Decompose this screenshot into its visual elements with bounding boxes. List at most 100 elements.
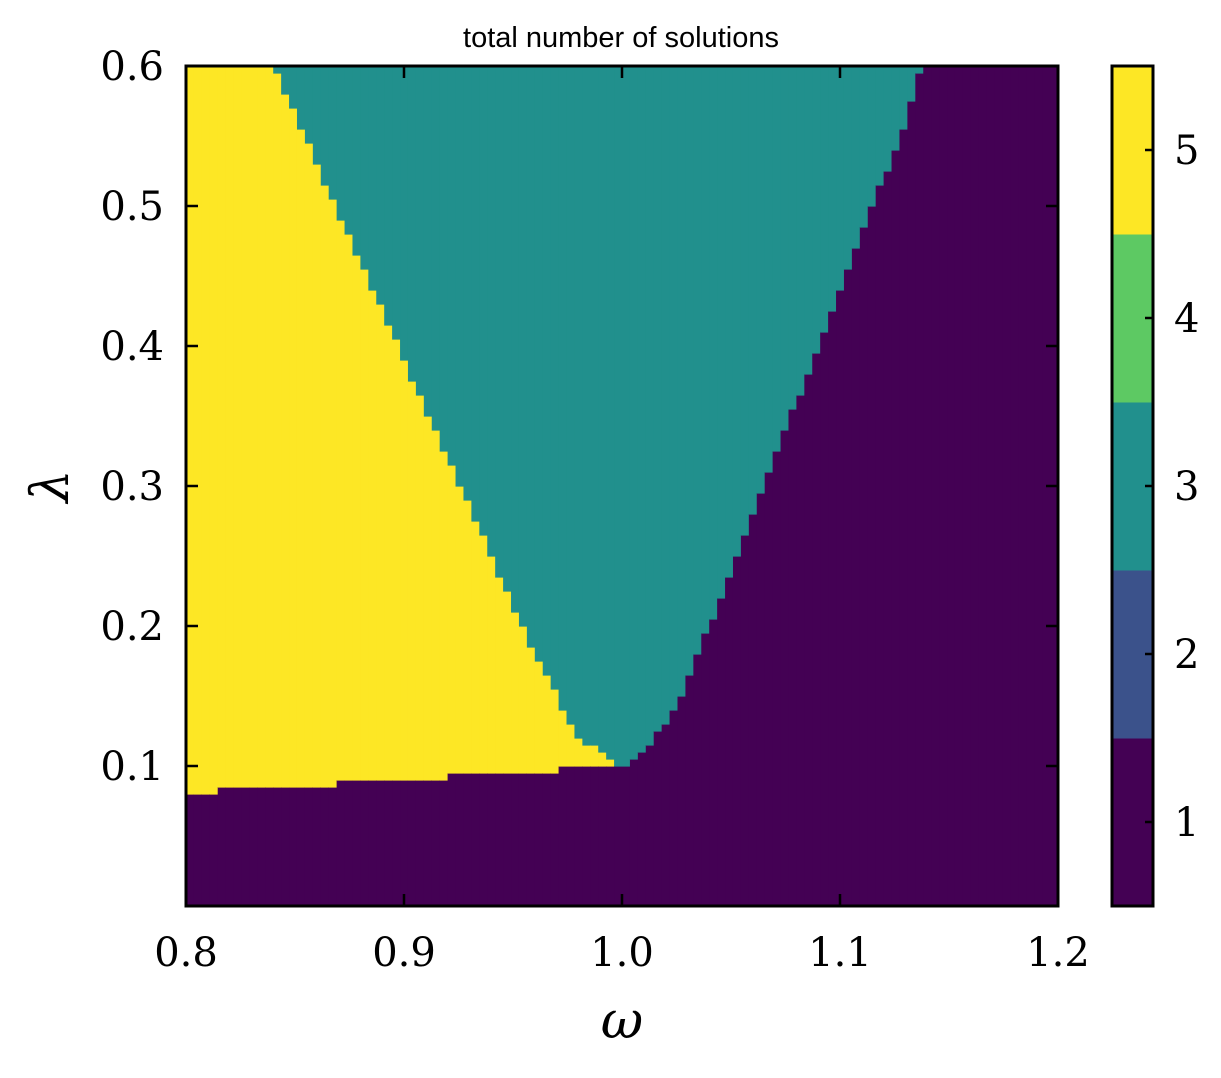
heatmap-cell xyxy=(296,129,306,788)
heatmap-cell xyxy=(471,66,480,522)
y-tick-label: 0.2 xyxy=(100,604,164,650)
heatmap-cell xyxy=(193,794,203,907)
heatmap-cell xyxy=(479,66,488,536)
y-axis-ticks: 0.1 0.2 0.3 0.4 0.5 0.6 xyxy=(100,44,1058,790)
heatmap-cell xyxy=(939,66,948,907)
heatmap-cell xyxy=(471,773,480,907)
x-axis-label: ω xyxy=(601,991,643,1051)
heatmap-cell xyxy=(732,556,742,907)
heatmap-cell xyxy=(653,731,663,907)
heatmap-cell xyxy=(518,66,528,627)
heatmap-cell xyxy=(415,780,425,907)
heatmap-cell xyxy=(384,325,393,781)
heatmap-cell xyxy=(463,66,472,501)
heatmap-cell xyxy=(217,66,227,788)
heatmap-cell xyxy=(915,66,924,74)
heatmap-cell xyxy=(693,654,702,907)
heatmap-cell xyxy=(637,66,647,753)
heatmap-cell xyxy=(891,150,901,907)
heatmap-cell xyxy=(717,598,726,907)
heatmap-cell xyxy=(836,66,845,291)
heatmap-cell xyxy=(384,66,393,326)
heatmap-cell xyxy=(518,773,528,907)
heatmap-cell xyxy=(851,66,861,249)
heatmap-cell xyxy=(582,766,591,907)
heatmap-cell xyxy=(812,353,821,907)
heatmap-cell xyxy=(970,66,980,907)
heatmap-cell xyxy=(336,66,346,221)
heatmap-cell xyxy=(598,66,607,753)
heatmap-cell xyxy=(312,787,322,907)
heatmap-cell xyxy=(400,360,409,781)
heatmap-cell xyxy=(273,787,282,907)
heatmap-cell xyxy=(954,66,964,907)
heatmap-cell xyxy=(590,66,599,746)
heatmap-cell xyxy=(740,66,750,536)
heatmap-cell xyxy=(241,787,251,907)
y-tick-label: 0.1 xyxy=(100,744,164,790)
heatmap-cell xyxy=(859,66,869,228)
heatmap-cell xyxy=(677,66,687,697)
heatmap-cell xyxy=(1018,66,1027,907)
heatmap-cell xyxy=(479,535,488,774)
heatmap-cell xyxy=(558,766,568,907)
heatmap-cell xyxy=(875,66,885,186)
heatmap-cell xyxy=(883,171,893,907)
heatmap-cell xyxy=(732,66,742,557)
heatmap-cell xyxy=(931,66,940,907)
heatmap-cell xyxy=(661,724,671,907)
heatmap-cell xyxy=(574,766,583,907)
heatmap-cell xyxy=(503,66,512,592)
heatmap-cell xyxy=(907,101,916,907)
heatmap-cell xyxy=(899,66,908,130)
heatmap-cell xyxy=(558,66,568,711)
heatmap-cell xyxy=(289,66,298,109)
heatmap-cell xyxy=(296,787,306,907)
heatmap-cell xyxy=(542,773,552,907)
heatmap-cell xyxy=(320,787,330,907)
heatmap-cell xyxy=(629,759,639,907)
heatmap-cell xyxy=(352,780,361,907)
heatmap-cell xyxy=(804,66,813,375)
heatmap-cell xyxy=(526,773,536,907)
heatmap-cell xyxy=(479,773,488,907)
heatmap-cell xyxy=(629,66,639,760)
heatmap-cell xyxy=(598,752,607,767)
heatmap-cell xyxy=(304,66,314,144)
heatmap-cell xyxy=(566,766,576,907)
heatmap-cell xyxy=(368,66,377,291)
heatmap-cell xyxy=(962,66,972,907)
heatmap-cell xyxy=(431,430,441,781)
heatmap-cell xyxy=(923,66,932,907)
heatmap-cell xyxy=(717,66,726,599)
heatmap-cell xyxy=(582,66,591,746)
heatmap-cell xyxy=(614,66,623,767)
heatmap-cell xyxy=(883,66,893,172)
heatmap-cell xyxy=(336,220,346,781)
heatmap-cell xyxy=(645,66,655,746)
heatmap-cell xyxy=(273,66,282,74)
colorbar xyxy=(1112,66,1153,907)
heatmap-cell xyxy=(756,493,766,907)
colorbar-tick-label: 5 xyxy=(1174,128,1199,174)
heatmap-cell xyxy=(614,766,623,907)
heatmap-cell xyxy=(542,66,552,676)
heatmap-cell xyxy=(186,66,195,795)
heatmap-cell xyxy=(511,66,520,613)
heatmap-cell xyxy=(677,696,687,907)
heatmap-cell xyxy=(360,66,369,270)
heatmap-cell xyxy=(772,451,782,907)
heatmap-cell xyxy=(368,780,377,907)
heatmap-cell xyxy=(487,556,496,774)
heatmap-cell xyxy=(828,311,837,907)
heatmap-cell xyxy=(455,773,465,907)
heatmap-cell xyxy=(907,66,916,102)
heatmap-cell xyxy=(701,633,710,907)
heatmap-cell xyxy=(756,66,766,494)
heatmap-cell xyxy=(780,430,790,907)
heatmap-cell xyxy=(788,66,797,410)
heatmap-cell xyxy=(582,745,591,767)
heatmap-cell xyxy=(415,66,425,396)
heatmap-cell xyxy=(550,66,560,690)
